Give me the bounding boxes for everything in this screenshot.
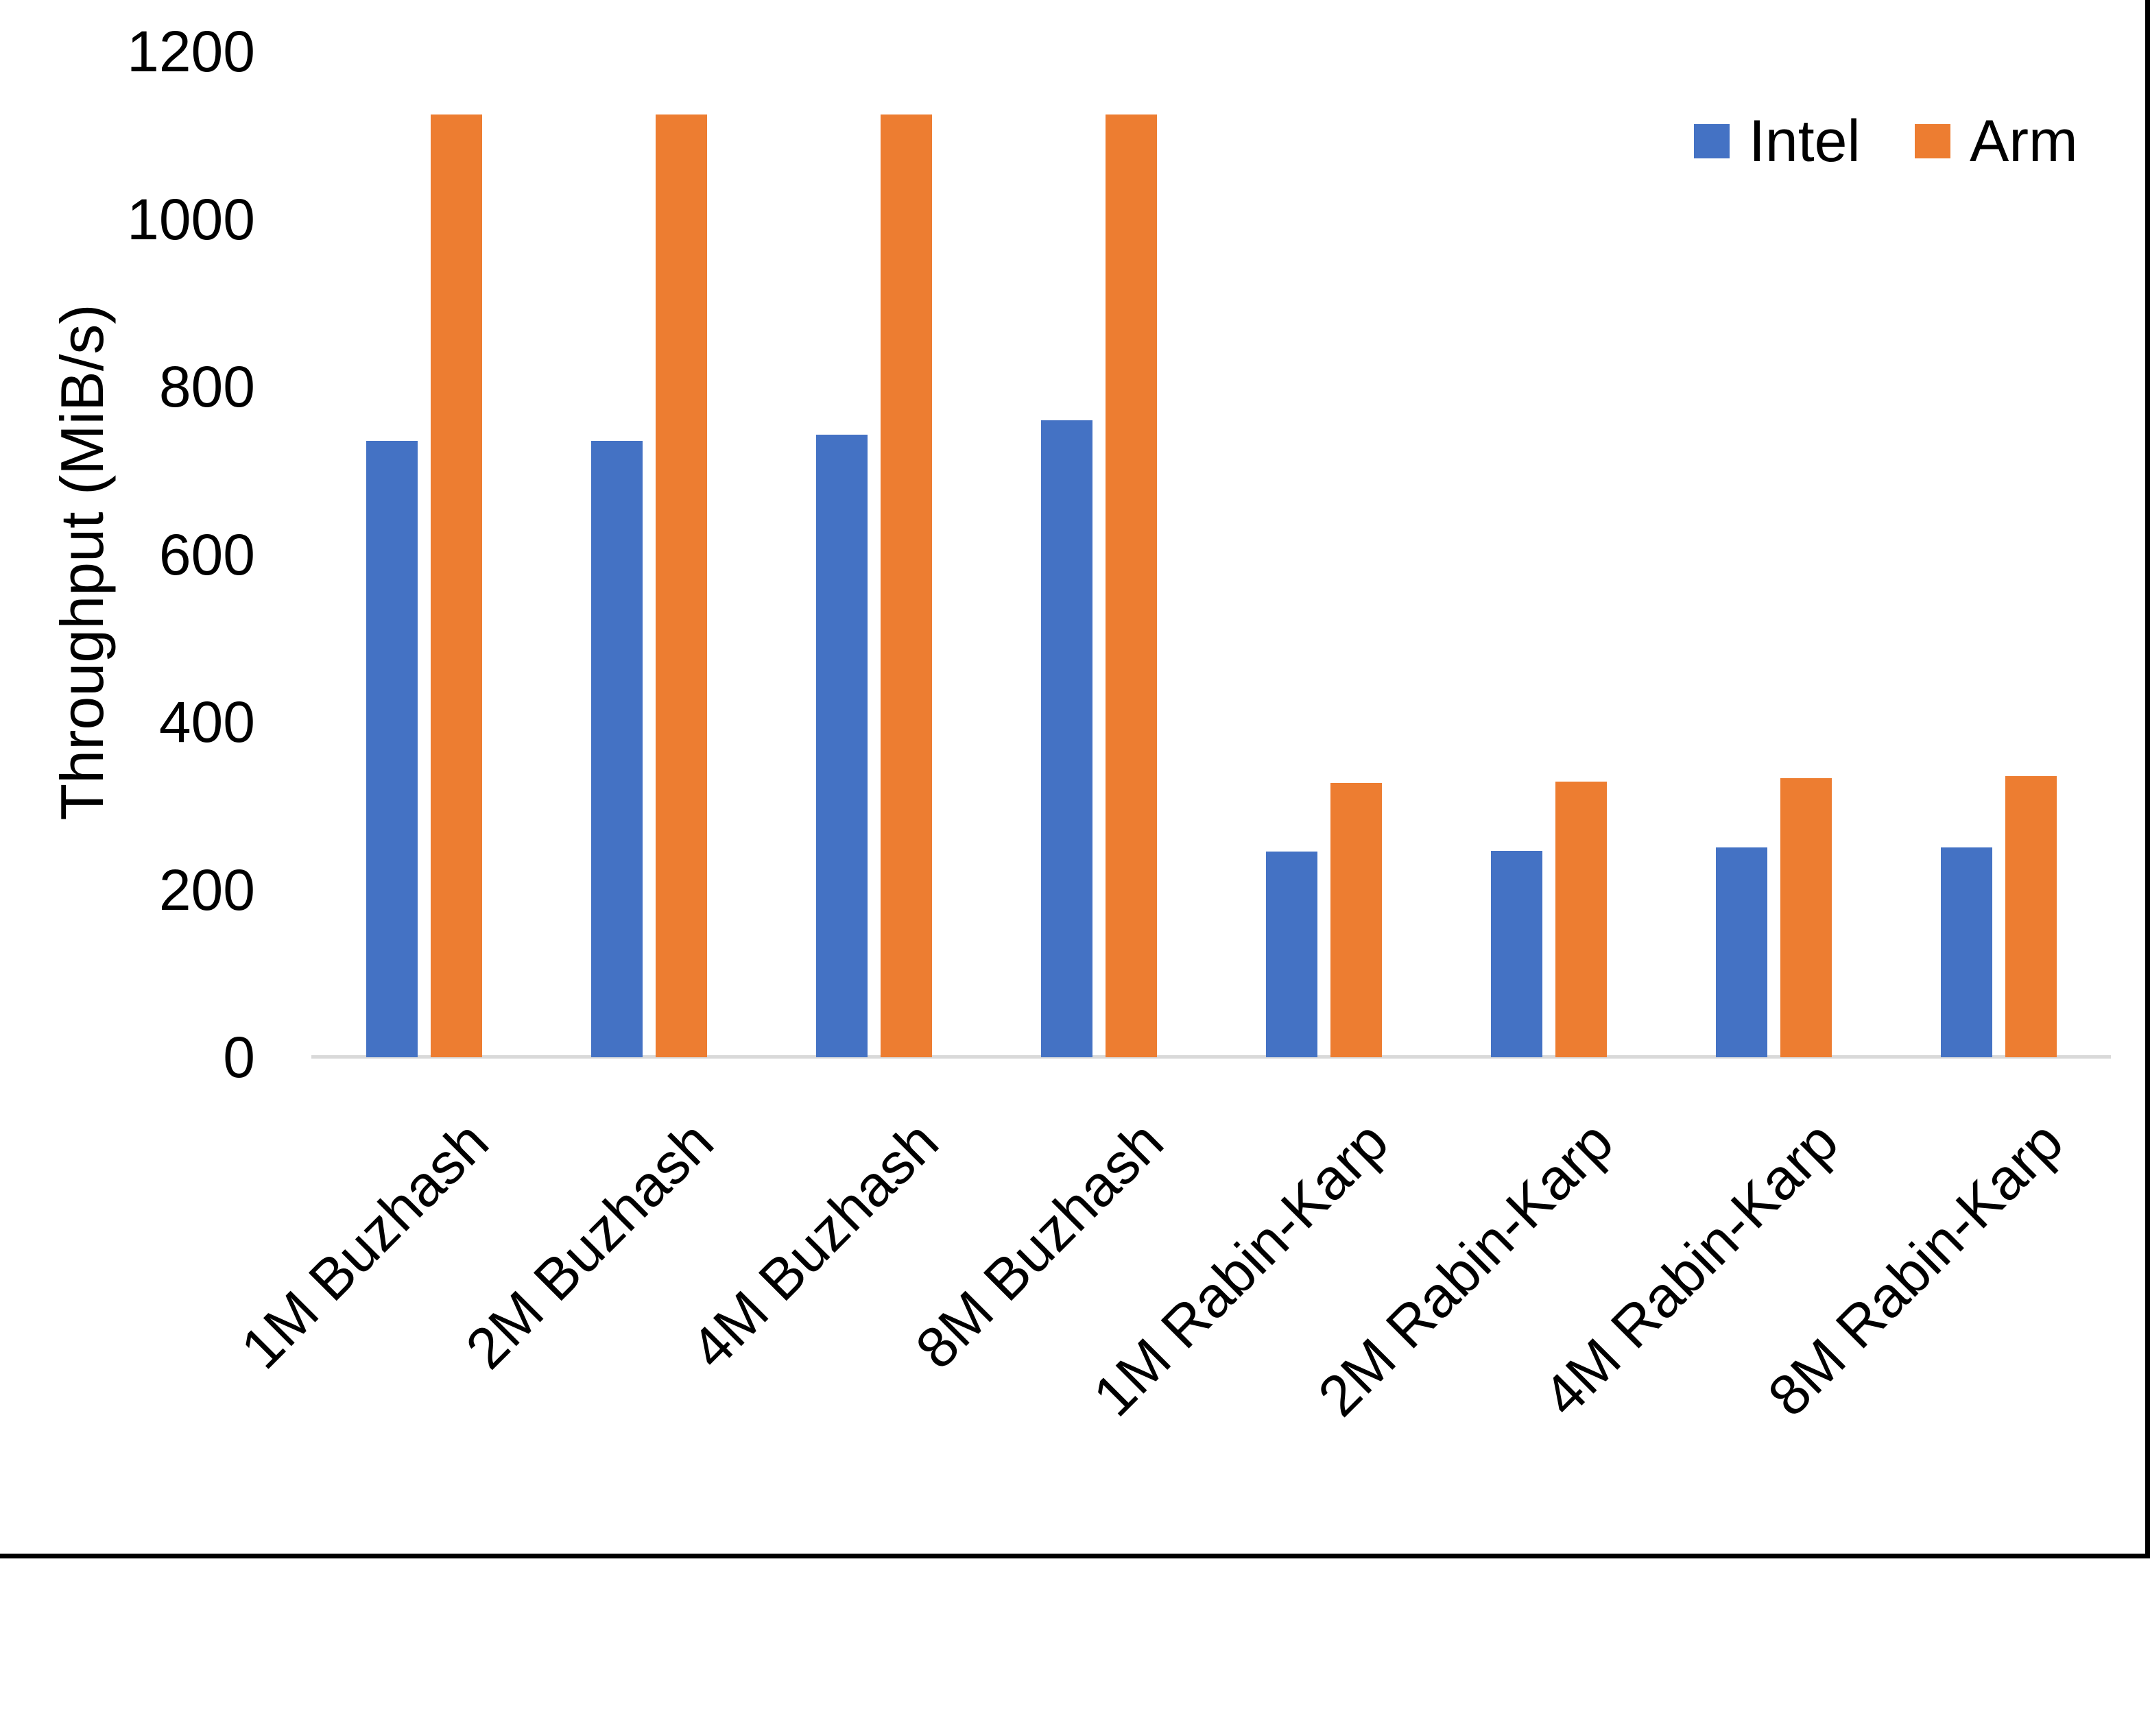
throughput-bar-chart: Throughput (MiB/s) 0 200 400 600 800 1000 1200… [0, 0, 2150, 1558]
legend-item-intel: Intel [1694, 110, 1861, 173]
y-tick-label-600: 600 [158, 522, 255, 587]
legend-swatch-intel [1694, 124, 1730, 158]
bar-arm-4m-rabin-karp [1780, 778, 1832, 1057]
bar-intel-8m-rabin-karp [1941, 847, 1992, 1057]
bar-arm-1m-buzhash [431, 114, 482, 1057]
bar-intel-1m-rabin-karp [1266, 852, 1317, 1057]
y-tick-label-1000: 1000 [127, 186, 255, 252]
legend-swatch-arm [1915, 124, 1950, 158]
legend-item-arm: Arm [1915, 110, 2078, 173]
y-tick-label-400: 400 [158, 690, 255, 754]
bar-intel-2m-rabin-karp [1491, 851, 1542, 1057]
screenshot-border-right [2145, 0, 2150, 1558]
bar-arm-2m-rabin-karp [1555, 782, 1607, 1057]
bar-intel-8m-buzhash [1041, 420, 1092, 1057]
bar-arm-2m-buzhash [656, 114, 707, 1057]
x-axis-line [311, 1055, 2111, 1059]
y-tick-label-0: 0 [223, 1025, 255, 1089]
bar-intel-2m-buzhash [591, 441, 643, 1057]
bar-intel-1m-buzhash [366, 441, 418, 1057]
bar-arm-8m-buzhash [1106, 114, 1157, 1057]
bar-intel-4m-rabin-karp [1716, 847, 1767, 1057]
bar-arm-4m-buzhash [881, 114, 932, 1057]
y-tick-label-1200: 1200 [127, 19, 255, 84]
screenshot-border-bottom [0, 1554, 2150, 1558]
y-tick-label-800: 800 [158, 354, 255, 419]
bar-intel-4m-buzhash [816, 435, 868, 1057]
legend-label-intel: Intel [1749, 108, 1861, 174]
bar-arm-1m-rabin-karp [1330, 783, 1382, 1057]
legend-label-arm: Arm [1970, 108, 2078, 174]
bar-arm-8m-rabin-karp [2005, 776, 2057, 1057]
y-tick-label-200: 200 [158, 857, 255, 922]
